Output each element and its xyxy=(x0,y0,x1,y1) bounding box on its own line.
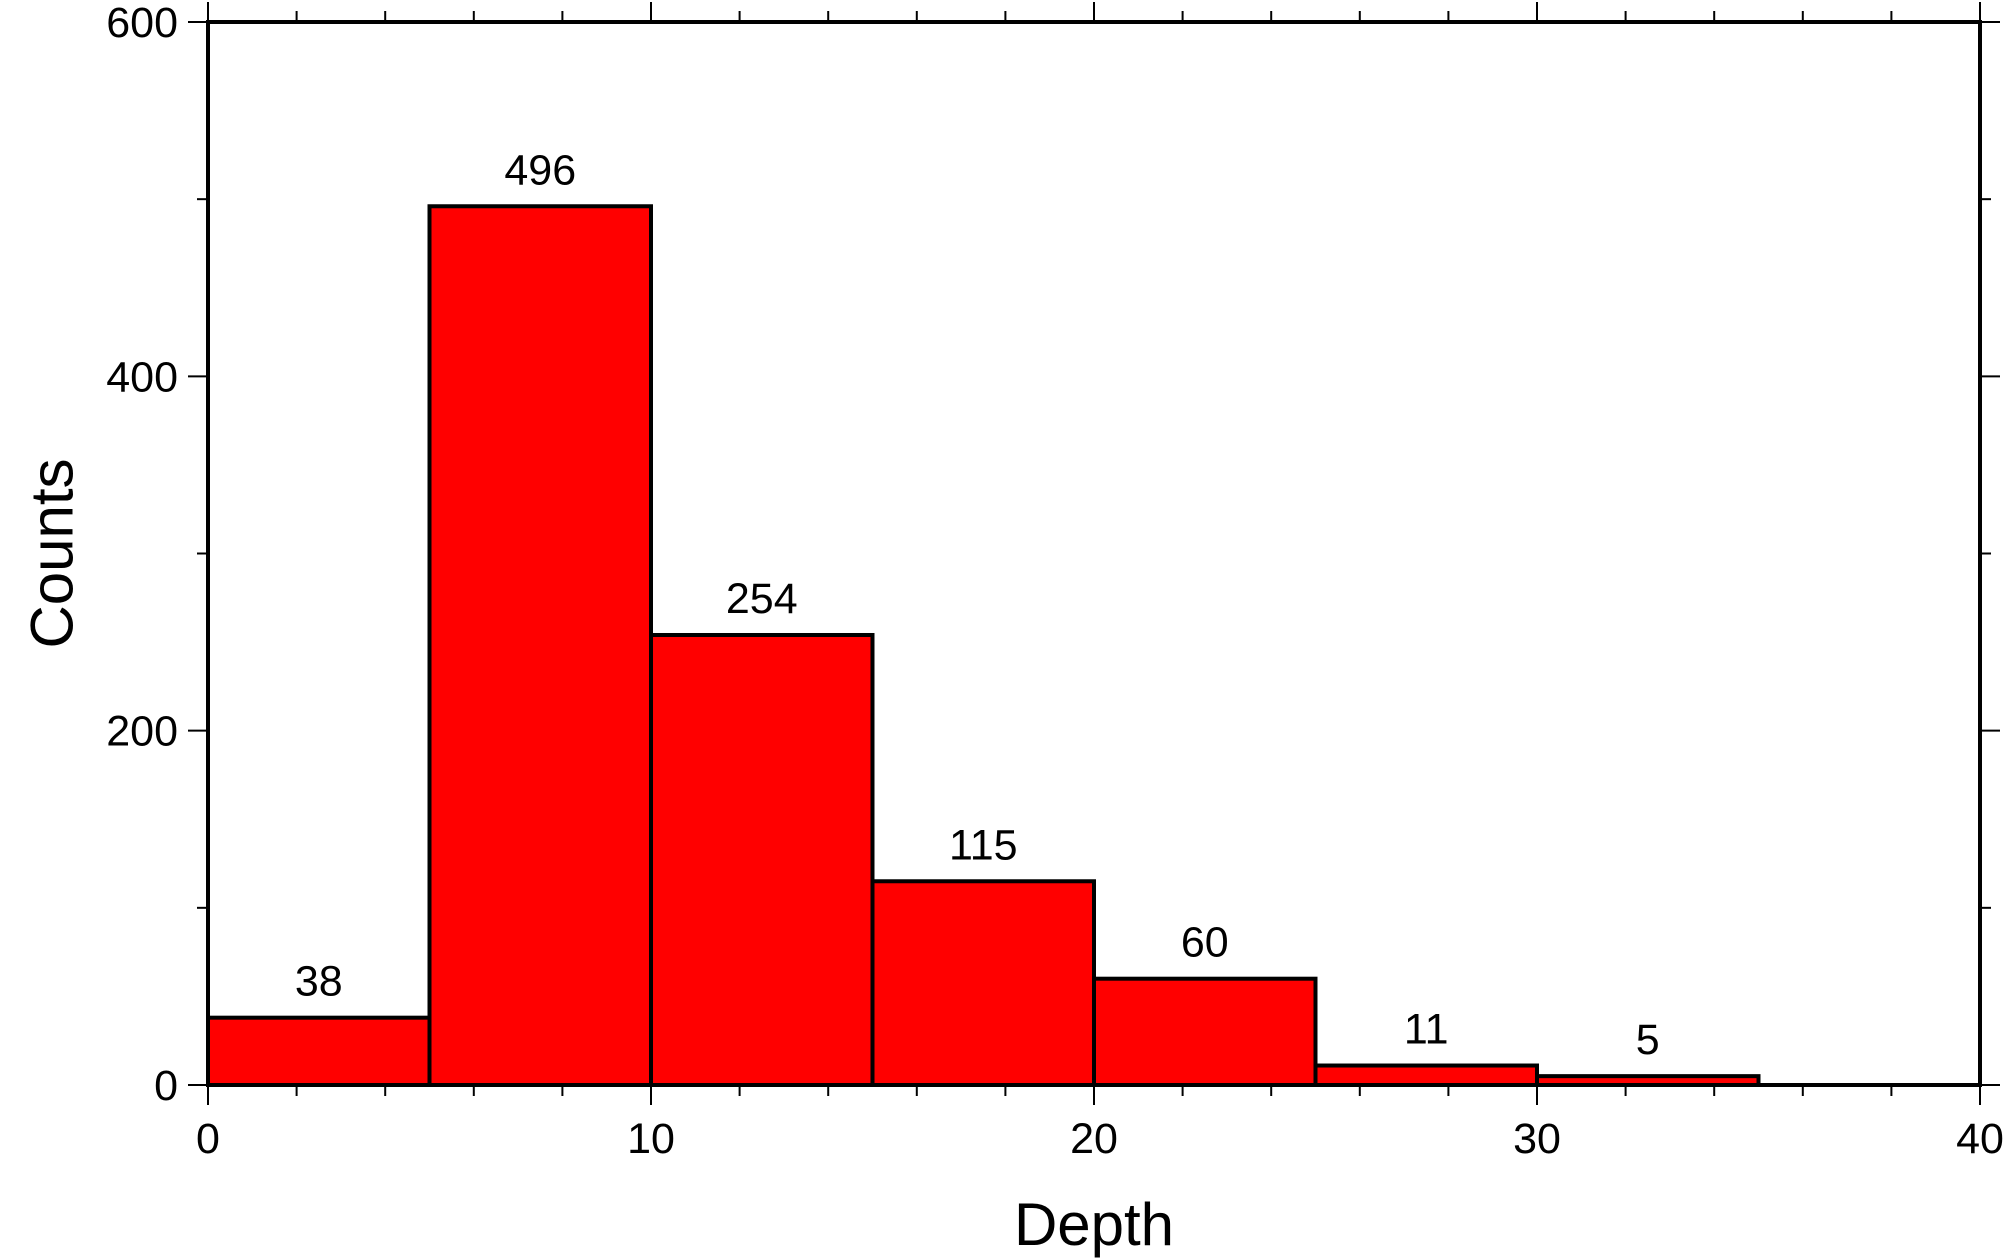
x-tick-label: 30 xyxy=(1513,1115,1561,1163)
histogram-bar xyxy=(1092,976,1318,1088)
x-tick-label: 40 xyxy=(1956,1115,2004,1163)
x-tick-label: 0 xyxy=(196,1115,220,1163)
bar-value-label: 496 xyxy=(504,146,576,194)
x-tick-label: 20 xyxy=(1070,1115,1118,1163)
plot-frame xyxy=(206,20,1982,1087)
y-tick-label: 0 xyxy=(154,1062,178,1110)
bar-value-label: 60 xyxy=(1181,919,1229,967)
histogram-bar xyxy=(206,1015,432,1088)
x-axis-title: Depth xyxy=(1014,1191,1174,1258)
bars-group xyxy=(206,204,1761,1088)
bar-value-label: 5 xyxy=(1636,1016,1660,1064)
y-tick-label: 600 xyxy=(106,0,178,47)
histogram-bar xyxy=(427,204,653,1087)
bar-value-label: 38 xyxy=(295,958,343,1006)
bar-value-label: 115 xyxy=(949,821,1018,869)
histogram-bar xyxy=(649,632,875,1087)
histogram-bar xyxy=(870,879,1096,1088)
bar-value-label: 254 xyxy=(726,575,798,623)
bar-value-label: 11 xyxy=(1404,1006,1449,1054)
y-tick-label: 200 xyxy=(106,708,178,756)
y-axis-title: Counts xyxy=(19,458,86,648)
y-tick-label: 400 xyxy=(106,353,178,401)
histogram-bar xyxy=(1313,1063,1539,1088)
x-tick-label: 10 xyxy=(627,1115,675,1163)
